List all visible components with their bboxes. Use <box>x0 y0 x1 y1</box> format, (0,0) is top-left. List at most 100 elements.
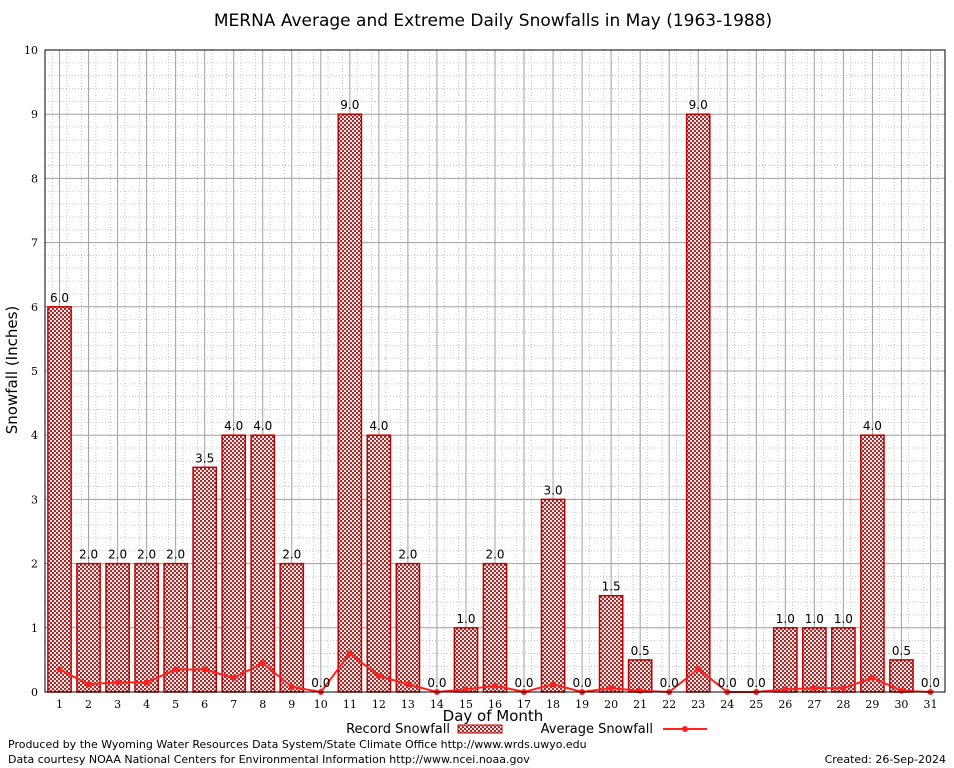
y-tick-label: 3 <box>31 493 38 506</box>
average-point <box>869 674 876 681</box>
x-tick-label: 14 <box>430 698 444 711</box>
bar-value-label: 0.0 <box>573 676 592 690</box>
record-bar <box>192 466 218 693</box>
record-bar <box>831 627 856 693</box>
record-bar <box>366 434 392 693</box>
average-point <box>550 681 557 688</box>
record-bar <box>47 306 72 693</box>
x-tick-label: 29 <box>865 698 879 711</box>
bar-value-label: 0.0 <box>718 676 737 690</box>
record-bar <box>482 562 508 693</box>
x-tick-label: 5 <box>172 698 179 711</box>
bar-value-label: 0.5 <box>631 644 650 658</box>
y-tick-label: 9 <box>31 108 38 121</box>
bar-value-label: 4.0 <box>863 419 882 433</box>
x-axis-label: Day of Month <box>443 707 544 725</box>
bar-value-label: 1.0 <box>456 612 475 626</box>
record-bar <box>598 594 624 693</box>
x-tick-label: 30 <box>894 698 908 711</box>
average-point <box>898 687 905 694</box>
legend: Record Snowfall Average Snowfall <box>346 722 707 737</box>
x-tick-label: 21 <box>633 698 647 711</box>
x-tick-label: 15 <box>459 698 473 711</box>
record-bar <box>685 113 711 693</box>
average-point <box>172 666 179 673</box>
record-bar <box>801 627 827 693</box>
credit-line-data-source: Data courtesy NOAA National Centers for … <box>8 753 530 766</box>
bar-value-label: 3.0 <box>544 483 563 497</box>
bar-value-label: 0.5 <box>892 644 911 658</box>
bar-value-label: 0.0 <box>747 676 766 690</box>
legend-marker-average <box>682 726 688 732</box>
bar-value-label: 2.0 <box>398 548 417 562</box>
bar-value-label: 1.0 <box>805 612 824 626</box>
y-tick-label: 0 <box>31 686 38 699</box>
average-point <box>782 686 789 693</box>
y-axis-label: Snowfall (Inches) <box>3 306 21 434</box>
record-bar <box>337 113 363 693</box>
x-tick-label: 10 <box>314 698 328 711</box>
average-point <box>637 687 644 694</box>
bar-value-label: 9.0 <box>689 98 708 112</box>
x-tick-label: 31 <box>923 698 937 711</box>
x-tick-label: 12 <box>372 698 386 711</box>
record-bar <box>860 434 885 693</box>
average-point <box>56 666 63 673</box>
x-tick-label: 6 <box>201 698 208 711</box>
x-tick-label: 7 <box>230 698 237 711</box>
bar-value-label: 0.0 <box>660 676 679 690</box>
x-tick-label: 13 <box>401 698 415 711</box>
record-bar <box>76 562 101 693</box>
bar-value-label: 4.0 <box>369 419 388 433</box>
record-bar <box>250 434 276 693</box>
bar-value-label: 2.0 <box>108 548 127 562</box>
x-tick-label: 25 <box>749 698 763 711</box>
chart-title: MERNA Average and Extreme Daily Snowfall… <box>214 11 772 31</box>
record-bar <box>453 627 479 693</box>
bar-value-label: 4.0 <box>253 419 272 433</box>
average-point <box>375 672 382 679</box>
x-tick-label: 23 <box>691 698 705 711</box>
y-tick-label: 1 <box>31 622 38 635</box>
average-point <box>259 660 266 667</box>
average-point <box>695 665 702 672</box>
bar-value-label: 2.0 <box>166 548 185 562</box>
bar-value-label: 2.0 <box>282 548 301 562</box>
x-tick-label: 11 <box>343 698 357 711</box>
record-bar <box>105 562 130 693</box>
bar-value-label: 4.0 <box>224 419 243 433</box>
x-tick-label: 4 <box>143 698 150 711</box>
y-tick-label: 4 <box>31 429 38 442</box>
bar-value-label: 6.0 <box>50 291 69 305</box>
bar-value-label: 1.0 <box>834 612 853 626</box>
bar-value-label: 9.0 <box>340 98 359 112</box>
x-tick-label: 8 <box>259 698 266 711</box>
bar-value-label: 0.0 <box>427 676 446 690</box>
bar-value-label: 1.0 <box>776 612 795 626</box>
bar-value-label: 0.0 <box>921 676 940 690</box>
x-tick-label: 28 <box>836 698 850 711</box>
legend-label-record: Record Snowfall <box>346 722 450 737</box>
record-bar <box>221 434 247 693</box>
average-point <box>462 686 469 693</box>
x-tick-label: 24 <box>720 698 734 711</box>
bars <box>47 113 914 693</box>
x-tick-label: 16 <box>488 698 502 711</box>
y-tick-label: 10 <box>24 44 38 57</box>
y-tick-label: 7 <box>31 237 38 250</box>
x-tick-label: 19 <box>575 698 589 711</box>
bar-value-labels: 6.0 2.0 2.0 2.0 2.0 3.5 4.0 4.0 2.0 0.0 9.0 4.0 2.0 0… <box>50 98 940 690</box>
bar-value-label: 2.0 <box>137 548 156 562</box>
x-tick-label: 22 <box>662 698 676 711</box>
y-tick-label: 5 <box>31 365 38 378</box>
plot-border <box>44 49 946 693</box>
average-point <box>201 666 208 673</box>
x-tick-label: 18 <box>546 698 560 711</box>
y-tick-label: 8 <box>31 172 38 185</box>
average-point <box>492 682 498 689</box>
x-tick-label: 27 <box>807 698 821 711</box>
y-tick-label: 2 <box>31 558 38 571</box>
x-tick-label: 2 <box>85 698 92 711</box>
created-date: Created: 26-Sep-2024 <box>824 753 946 766</box>
